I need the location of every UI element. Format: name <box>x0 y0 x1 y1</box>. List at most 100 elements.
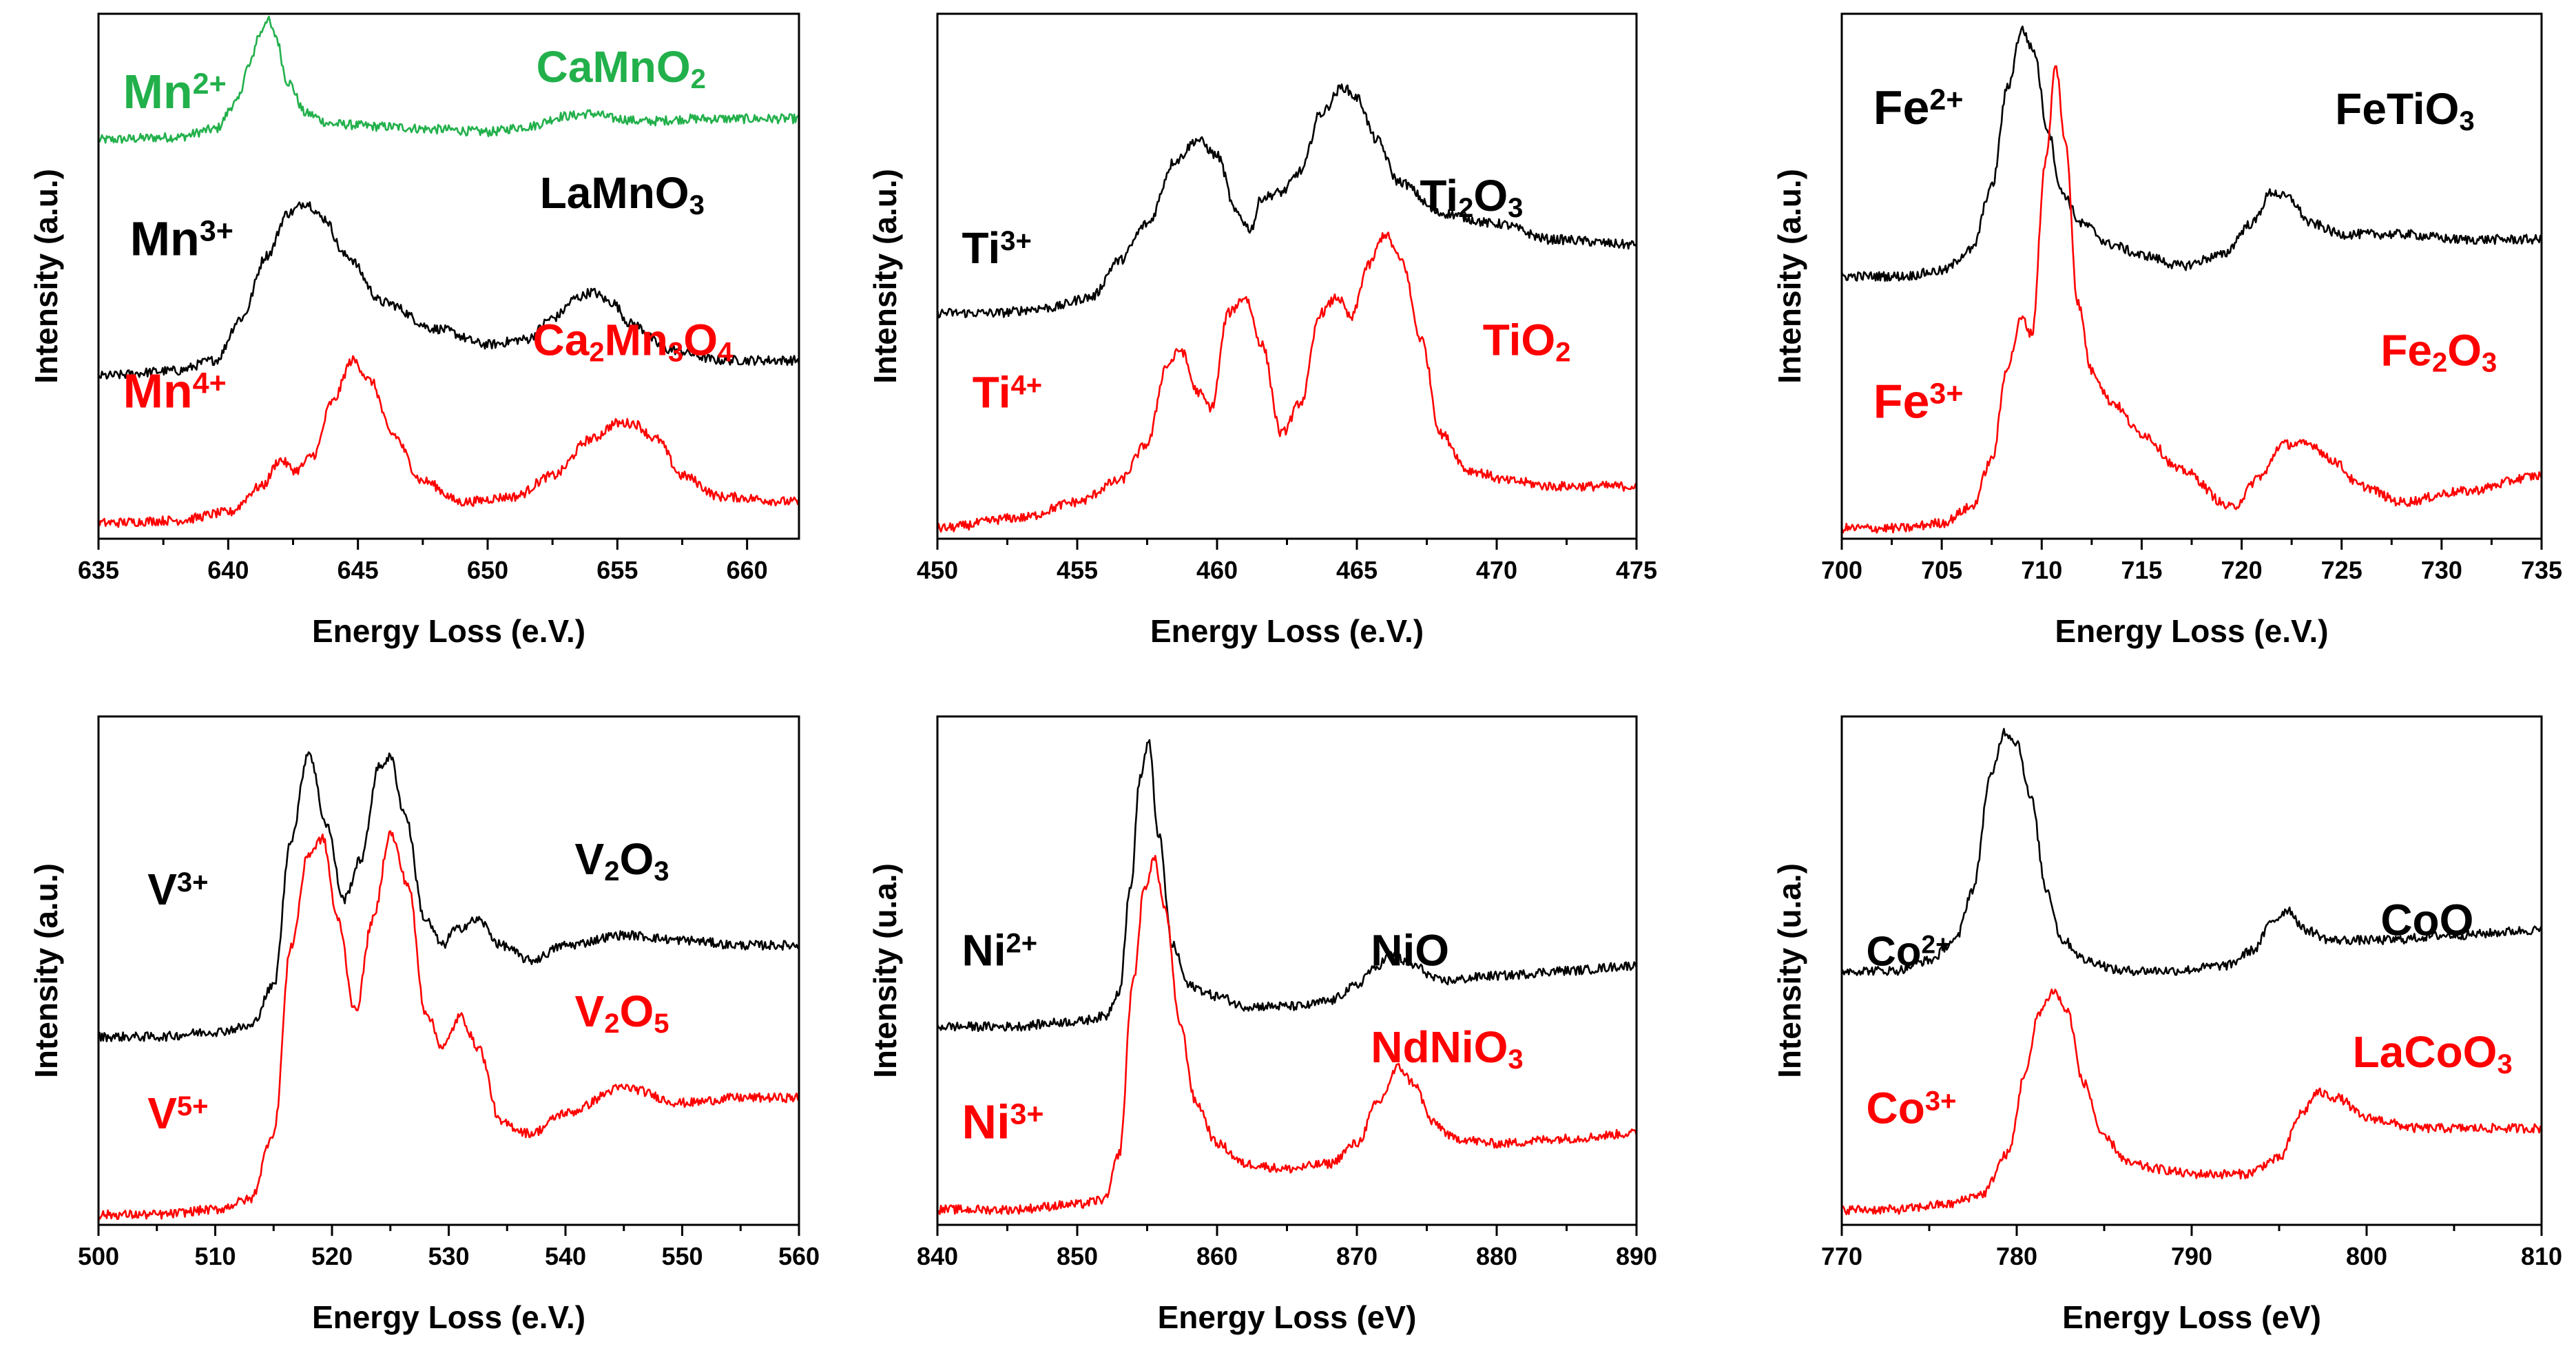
x-tick-label: 850 <box>1057 1242 1098 1270</box>
compound-label-TiO2: TiO2 <box>1483 315 1571 367</box>
x-tick-label: 735 <box>2521 556 2562 584</box>
x-tick-label: 800 <box>2346 1242 2387 1270</box>
series-line-LaCoO3 <box>1840 988 2542 1215</box>
compound-label-NdNiO3: NdNiO3 <box>1371 1022 1523 1075</box>
x-tick-label: 700 <box>1821 556 1862 584</box>
series-line-CoO <box>1840 727 2543 976</box>
x-axis-label: Energy Loss (e.V.) <box>312 1299 585 1335</box>
x-axis-label: Energy Loss (eV) <box>1158 1299 1417 1335</box>
series-line-NiO <box>936 739 1638 1033</box>
series-line-V2O3 <box>97 751 800 1042</box>
x-tick-label: 475 <box>1616 556 1657 584</box>
x-tick-label: 720 <box>2221 556 2263 584</box>
x-tick-label: 770 <box>1821 1242 1862 1270</box>
x-axis-label: Energy Loss (e.V.) <box>312 613 585 649</box>
x-tick-label: 840 <box>917 1242 958 1270</box>
panel-2: 450 455 460 465 470 475 Energy Loss (e.V.) Inte… <box>867 12 1657 649</box>
series-line-Fe2O3 <box>1840 65 2543 534</box>
x-axis-label: Energy Loss (e.V.) <box>1150 613 1424 649</box>
plot-frame <box>97 715 800 1226</box>
x-tick-label: 640 <box>207 556 249 584</box>
x-tick-label: 660 <box>727 556 768 584</box>
x-tick-label: 790 <box>2171 1242 2212 1270</box>
ion-label-Fe2O3: Fe3+ <box>1873 375 1964 428</box>
compound-label-V2O3: V2O3 <box>575 834 669 887</box>
panel-3: 700 705 710 715 720 725 730 735 Energy Loss (e.V… <box>1772 12 2562 649</box>
x-tick-label: 650 <box>467 556 508 584</box>
x-tick-label: 725 <box>2321 556 2362 584</box>
compound-label-NiO: NiO <box>1371 926 1449 975</box>
x-tick-label: 460 <box>1196 556 1238 584</box>
compound-label-Ti2O3: Ti2O3 <box>1420 171 1523 223</box>
panel-4: 500 510 520 530 540 550 560 Energy Loss (e.V.) I… <box>28 715 820 1335</box>
x-tick-label: 550 <box>661 1242 703 1270</box>
x-tick-label: 780 <box>1996 1242 2037 1270</box>
series-line-LaMnO3 <box>97 201 800 380</box>
series-line-NdNiO3 <box>936 854 1638 1215</box>
series-line-FeTiO3 <box>1840 25 2542 282</box>
ion-label-NdNiO3: Ni3+ <box>962 1095 1044 1149</box>
x-tick-label: 705 <box>1921 556 1962 584</box>
x-tick-label: 540 <box>545 1242 586 1270</box>
ion-label-V2O5: V5+ <box>147 1088 208 1138</box>
plot-frame <box>97 12 800 540</box>
x-tick-label: 470 <box>1476 556 1517 584</box>
y-axis-label: Intensity (a.u.) <box>867 169 903 384</box>
ion-label-NiO: Ni2+ <box>962 926 1038 975</box>
ion-label-Ti2O3: Ti3+ <box>962 223 1032 273</box>
ion-label-V2O3: V3+ <box>147 865 208 914</box>
y-axis-label: Intensity (a.u.) <box>1772 169 1807 384</box>
x-tick-label: 520 <box>311 1242 353 1270</box>
x-tick-label: 450 <box>917 556 958 584</box>
x-tick-label: 860 <box>1196 1242 1238 1270</box>
ion-label-FeTiO3: Fe2+ <box>1873 81 1964 134</box>
ion-label-LaMnO3: Mn3+ <box>130 212 233 266</box>
compound-label-V2O5: V2O5 <box>575 987 669 1039</box>
x-tick-label: 870 <box>1336 1242 1378 1270</box>
panel-6: 770 780 790 800 810 Energy Loss (eV) Intensity… <box>1772 715 2562 1335</box>
x-axis-label: Energy Loss (e.V.) <box>2055 613 2328 649</box>
y-axis-label: Intensity (a.u.) <box>28 169 64 384</box>
x-tick-label: 510 <box>194 1242 236 1270</box>
x-tick-label: 880 <box>1476 1242 1517 1270</box>
compound-label-CaMnO2: CaMnO2 <box>537 42 706 94</box>
x-tick-label: 710 <box>2021 556 2062 584</box>
ion-label-CoO: Co2+ <box>1867 929 1951 975</box>
compound-label-FeTiO3: FeTiO3 <box>2335 84 2474 136</box>
ion-label-LaCoO3: Co3+ <box>1867 1083 1957 1133</box>
x-tick-label: 455 <box>1057 556 1098 584</box>
compound-label-Fe2O3: Fe2O3 <box>2380 326 2497 378</box>
x-tick-label: 560 <box>778 1242 820 1270</box>
series-line-TiO2 <box>936 231 1638 533</box>
ion-label-TiO2: Ti4+ <box>973 368 1042 417</box>
y-axis-label: Intensity (u.a.) <box>1772 863 1807 1078</box>
series-line-CaMnO2 <box>97 15 800 144</box>
compound-label-LaCoO3: LaCoO3 <box>2353 1027 2513 1080</box>
compound-label-CoO: CoO <box>2380 895 2473 944</box>
x-axis-label: Energy Loss (eV) <box>2062 1299 2321 1335</box>
x-tick-label: 635 <box>78 556 119 584</box>
x-tick-label: 465 <box>1336 556 1378 584</box>
x-tick-label: 715 <box>2121 556 2162 584</box>
panel-1: 635 640 645 650 655 660 Energy Loss (e.V.) Inte… <box>28 12 800 649</box>
plot-frame <box>936 715 1638 1226</box>
compound-label-Ca2Mn3O4: Ca2Mn3O4 <box>533 315 734 367</box>
x-tick-label: 810 <box>2521 1242 2562 1270</box>
series-line-V2O5 <box>97 830 800 1220</box>
compound-label-LaMnO3: LaMnO3 <box>540 168 705 220</box>
x-tick-label: 530 <box>428 1242 469 1270</box>
x-tick-label: 655 <box>596 556 638 584</box>
x-tick-label: 645 <box>337 556 379 584</box>
x-tick-label: 500 <box>78 1242 119 1270</box>
series-line-Ca2Mn3O4 <box>97 355 800 528</box>
x-tick-label: 890 <box>1616 1242 1657 1270</box>
series-line-Ti2O3 <box>936 83 1638 319</box>
panel-5: 840 850 860 870 880 890 Energy Loss (eV) Intens… <box>867 715 1657 1335</box>
ion-label-CaMnO2: Mn2+ <box>123 65 227 118</box>
y-axis-label: Intensity (u.a.) <box>867 863 903 1078</box>
y-axis-label: Intensity (a.u.) <box>28 863 64 1078</box>
x-tick-label: 730 <box>2421 556 2462 584</box>
ion-label-Ca2Mn3O4: Mn4+ <box>123 364 227 418</box>
plot-frame <box>936 12 1638 540</box>
